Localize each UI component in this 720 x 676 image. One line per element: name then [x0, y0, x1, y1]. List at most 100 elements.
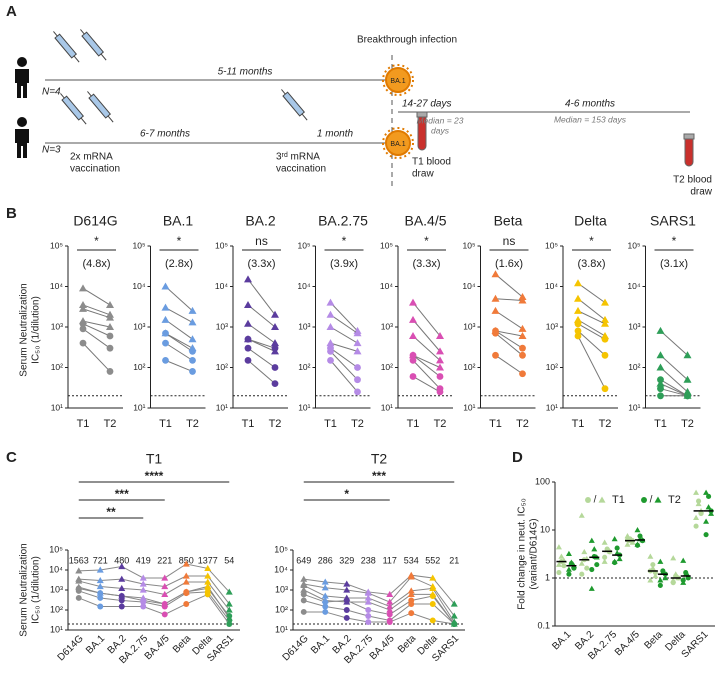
pair-line	[577, 298, 606, 321]
y-tick-label: 10⁴	[49, 564, 63, 574]
significance: *	[672, 234, 677, 248]
pair-line	[330, 347, 358, 368]
data-point	[657, 577, 664, 583]
y-tick-label: 10¹	[50, 624, 63, 634]
data-point	[244, 344, 252, 352]
data-point	[321, 578, 329, 585]
y-tick-label: 100	[535, 476, 550, 486]
data-point	[244, 275, 252, 283]
geomean-label: 1563	[69, 555, 89, 565]
data-point	[326, 298, 335, 306]
pair-line	[412, 335, 441, 361]
profile-line	[78, 563, 230, 593]
virus-icons	[382, 64, 414, 159]
data-point	[705, 504, 712, 510]
data-point	[161, 590, 169, 598]
data-point	[96, 566, 104, 573]
pair-line	[247, 359, 276, 384]
data-point	[491, 270, 500, 278]
data-point	[343, 614, 350, 621]
y-tick-label: 10	[540, 524, 550, 534]
profile-line	[78, 587, 230, 617]
data-point	[561, 563, 567, 569]
interval-label: 5-11 months	[218, 67, 273, 78]
x-tick-label: T2	[104, 418, 117, 430]
data-point	[354, 388, 361, 396]
data-point	[189, 368, 196, 375]
data-point	[75, 594, 82, 601]
data-point	[106, 344, 114, 352]
pair-line	[412, 319, 441, 352]
significance: ns	[255, 234, 268, 248]
interval-label: 1 month	[317, 129, 354, 140]
pair-line	[82, 308, 111, 319]
data-point	[321, 592, 329, 599]
geomean-label: 721	[93, 555, 108, 565]
y-tick-label: 0.1	[537, 620, 550, 630]
data-point	[140, 599, 147, 606]
data-point	[703, 489, 710, 495]
chart-title: Delta	[574, 213, 607, 229]
pair-line	[247, 304, 276, 328]
data-point	[189, 356, 196, 364]
data-point	[321, 584, 329, 591]
data-point	[182, 572, 190, 579]
legend-label: T1	[612, 494, 625, 506]
data-point	[225, 606, 233, 613]
data-point	[118, 603, 125, 610]
data-point	[322, 603, 329, 610]
x-tick-label: T2	[186, 418, 199, 430]
data-point	[409, 356, 417, 364]
data-point	[226, 621, 233, 627]
x-tick-label: T1	[572, 418, 585, 430]
data-point	[696, 498, 702, 504]
profile-line	[78, 590, 230, 621]
data-point	[647, 577, 654, 583]
data-point	[436, 347, 444, 355]
x-tick-label: T1	[489, 418, 502, 430]
data-point	[574, 327, 582, 335]
data-point	[518, 324, 527, 332]
y-tick-label: 10³	[381, 321, 393, 331]
data-point	[327, 347, 334, 355]
vaccination-label: 2x mRNA	[70, 152, 113, 163]
data-point	[161, 574, 169, 581]
data-point	[408, 601, 415, 607]
infection-label: Breakthrough infection	[357, 35, 457, 46]
y-tick-label: 10⁴	[274, 564, 288, 574]
x-tick-label: T2	[681, 418, 694, 430]
y-tick-label: 10²	[381, 362, 393, 372]
pair-line	[247, 347, 276, 368]
data-point	[322, 599, 329, 606]
data-point	[161, 603, 168, 610]
profile-line	[303, 584, 455, 623]
data-point	[519, 370, 526, 378]
chart-title: Beta	[494, 213, 523, 229]
y-tick-label: 10⁵	[628, 240, 641, 250]
geomean-label: 54	[224, 555, 234, 565]
y-axis-label: (variant/D614G)	[529, 518, 540, 589]
geomean-label: 221	[157, 555, 172, 565]
data-point	[343, 580, 351, 587]
data-point	[566, 571, 572, 577]
pair-line	[82, 320, 111, 328]
geomean-label: 21	[449, 555, 459, 565]
data-point	[106, 323, 114, 330]
y-tick-label: 10²	[463, 362, 475, 372]
x-tick-label: BA.1	[550, 629, 573, 652]
data-point	[429, 617, 436, 624]
data-point	[429, 601, 436, 607]
data-point	[683, 569, 689, 576]
y-tick-label: 10²	[628, 362, 640, 372]
fold-change: (3.1x)	[660, 258, 688, 270]
data-point	[578, 560, 585, 566]
data-point	[584, 565, 590, 571]
vaccination-label: vaccination	[276, 164, 326, 175]
data-point	[436, 388, 444, 396]
data-point	[408, 610, 415, 617]
panel-label: C	[6, 449, 17, 466]
data-point	[386, 606, 394, 613]
data-point	[579, 571, 585, 577]
y-tick-label: 10⁵	[50, 240, 63, 250]
significance: ****	[145, 469, 164, 483]
